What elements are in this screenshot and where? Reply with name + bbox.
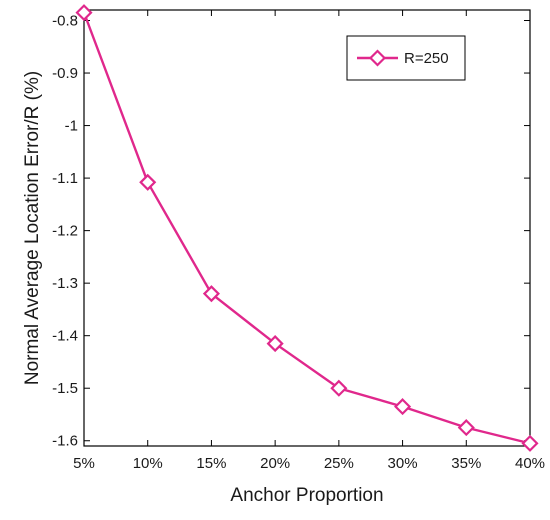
y-tick-label: -0.8 bbox=[52, 13, 78, 30]
legend: R=250 bbox=[346, 35, 466, 81]
x-tick-label: 15% bbox=[196, 455, 226, 472]
y-tick-label: -1 bbox=[65, 118, 78, 135]
data-point bbox=[330, 379, 348, 397]
data-point bbox=[394, 398, 412, 416]
y-tick-label: -0.9 bbox=[52, 65, 78, 82]
series-line bbox=[82, 12, 531, 445]
x-tick-label: 10% bbox=[133, 455, 163, 472]
data-point bbox=[266, 335, 284, 353]
data-point bbox=[202, 285, 220, 303]
legend-marker bbox=[368, 49, 387, 67]
axis-ticks: -0.8 -0.9 -1 -1.1 -1.2 -1.3 -1.4 -1.5 -1.6 5% 10% 1… bbox=[52, 10, 545, 472]
data-point bbox=[75, 4, 93, 22]
y-tick-label: -1.5 bbox=[52, 380, 78, 397]
x-tick-label: 35% bbox=[451, 455, 481, 472]
legend-label: R=250 bbox=[404, 50, 449, 67]
x-axis-title: Anchor Proportion bbox=[230, 485, 383, 506]
data-point bbox=[139, 173, 157, 191]
y-tick-label: -1.2 bbox=[52, 223, 78, 240]
x-tick-label: 25% bbox=[324, 455, 354, 472]
x-tick-label: 30% bbox=[388, 455, 418, 472]
y-tick-label: -1.3 bbox=[52, 275, 78, 292]
data-point bbox=[521, 434, 539, 452]
y-axis-title: Normal Average Location Error/R (%) bbox=[22, 71, 43, 385]
y-tick-label: -1.4 bbox=[52, 328, 78, 345]
data-point bbox=[457, 419, 475, 437]
y-tick-label: -1.6 bbox=[52, 433, 78, 450]
y-tick-label: -1.1 bbox=[52, 170, 78, 187]
x-tick-label: 20% bbox=[260, 455, 290, 472]
plot-area bbox=[83, 9, 531, 447]
x-tick-label: 40% bbox=[515, 455, 545, 472]
x-tick-label: 5% bbox=[73, 455, 95, 472]
series-layer bbox=[75, 4, 539, 452]
